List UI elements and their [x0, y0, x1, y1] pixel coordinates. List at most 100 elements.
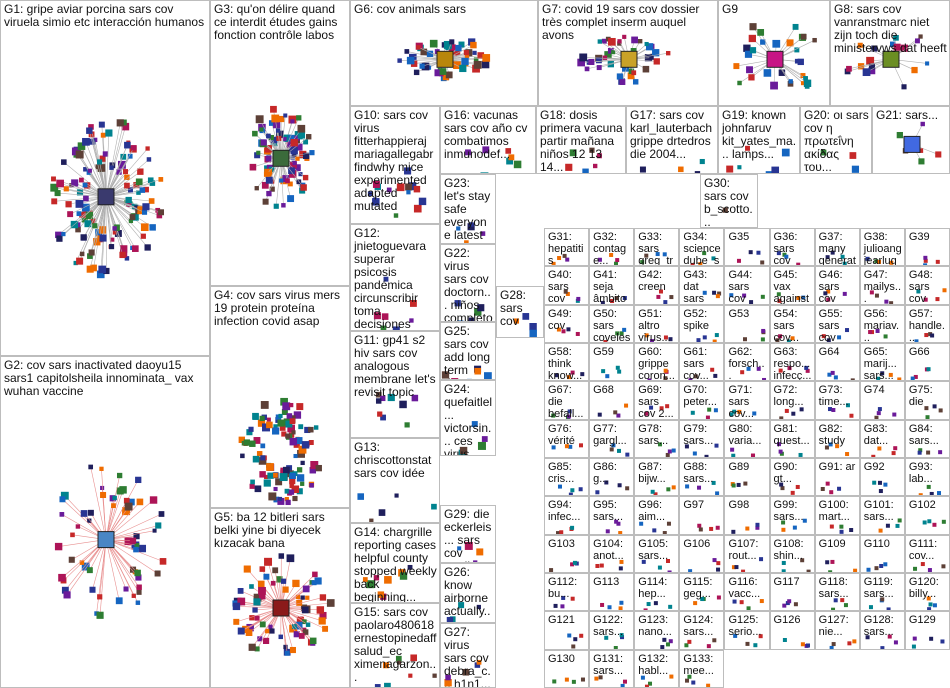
node	[289, 437, 297, 446]
node	[687, 640, 692, 645]
cluster-label: G102	[908, 499, 936, 512]
edge	[99, 539, 107, 597]
cluster-small: G64	[814, 343, 860, 382]
node	[137, 206, 146, 215]
node	[663, 376, 668, 381]
node	[609, 252, 614, 257]
node	[366, 580, 375, 589]
node	[56, 235, 63, 242]
node	[149, 180, 156, 186]
cluster-g30: G30: sars cov b_scotto...	[700, 174, 758, 228]
node	[619, 79, 626, 85]
node	[96, 611, 104, 619]
node	[580, 372, 585, 377]
cluster-graph	[249, 105, 315, 209]
node	[93, 238, 101, 246]
node	[295, 156, 300, 161]
cluster-graph	[357, 493, 437, 522]
node	[266, 133, 271, 139]
node	[319, 594, 327, 601]
cluster-small: G119: sars...	[859, 573, 905, 612]
node	[749, 23, 757, 31]
node	[79, 251, 85, 257]
cluster-g25: G25: sars cov add long term damage...	[440, 322, 496, 380]
node	[116, 119, 124, 127]
node	[748, 34, 756, 43]
cluster-graph	[644, 404, 670, 417]
node	[312, 571, 318, 578]
node	[920, 121, 925, 127]
node	[569, 149, 577, 157]
node	[615, 258, 620, 263]
cluster-label: G69: sars cov 2...	[638, 384, 674, 420]
node	[477, 304, 485, 312]
cluster-graph	[780, 519, 807, 533]
node	[264, 145, 273, 153]
node	[748, 74, 755, 81]
cluster-label: G39	[908, 231, 930, 243]
cluster-small: G129	[904, 611, 950, 650]
node	[760, 599, 765, 604]
cluster-graph	[644, 333, 673, 342]
node	[593, 163, 598, 169]
node	[154, 570, 161, 577]
cluster-small: G95: sars...	[589, 496, 635, 535]
node	[790, 335, 795, 340]
cluster-label: G7: covid 19 sars cov dossier très compl…	[542, 2, 700, 42]
node	[387, 393, 395, 402]
node	[875, 328, 880, 333]
cluster-small: G60: grippe coron...	[634, 343, 680, 382]
node	[158, 511, 165, 517]
cluster-graph	[551, 409, 572, 419]
node	[893, 43, 901, 51]
node	[408, 182, 417, 191]
cluster-small: G61: sars cov...	[679, 343, 725, 382]
node	[146, 157, 152, 162]
cluster-graph	[656, 289, 674, 304]
cluster-graph	[726, 145, 790, 173]
node	[918, 447, 923, 452]
node	[844, 451, 849, 456]
cluster-graph	[446, 602, 481, 622]
cluster-graph	[660, 638, 673, 649]
node	[885, 524, 890, 529]
node	[805, 643, 810, 648]
node	[794, 47, 800, 53]
node	[830, 607, 835, 611]
node	[79, 560, 85, 565]
cluster-label: G37: many generat... william...	[818, 231, 856, 267]
node	[288, 167, 295, 175]
cluster-graph	[551, 253, 570, 266]
cluster-small: G89	[724, 458, 770, 497]
cluster-label: G31: hepatitis aguda...	[548, 231, 584, 267]
node	[87, 518, 92, 523]
node	[155, 522, 162, 529]
node	[262, 423, 270, 432]
node	[640, 260, 645, 265]
node	[82, 182, 88, 188]
node	[279, 473, 288, 482]
node	[662, 252, 667, 257]
cluster-label: G87: bijw...	[638, 461, 666, 485]
node	[418, 197, 427, 206]
node	[711, 480, 716, 485]
node	[288, 489, 295, 495]
node	[283, 113, 288, 118]
node	[295, 437, 303, 445]
cluster-graph	[926, 596, 937, 611]
cluster-graph	[874, 407, 897, 419]
node	[285, 433, 291, 439]
cluster-graph	[600, 600, 624, 611]
node	[929, 637, 934, 642]
node	[266, 421, 273, 429]
cluster-small: G48: sars cov isolated...	[904, 266, 950, 305]
edge	[91, 196, 107, 253]
node	[434, 69, 442, 77]
node	[461, 57, 469, 66]
node	[381, 313, 389, 320]
node	[846, 65, 852, 72]
node	[580, 677, 585, 682]
node	[99, 226, 107, 234]
cluster-graph	[441, 365, 492, 379]
edge	[105, 539, 135, 596]
